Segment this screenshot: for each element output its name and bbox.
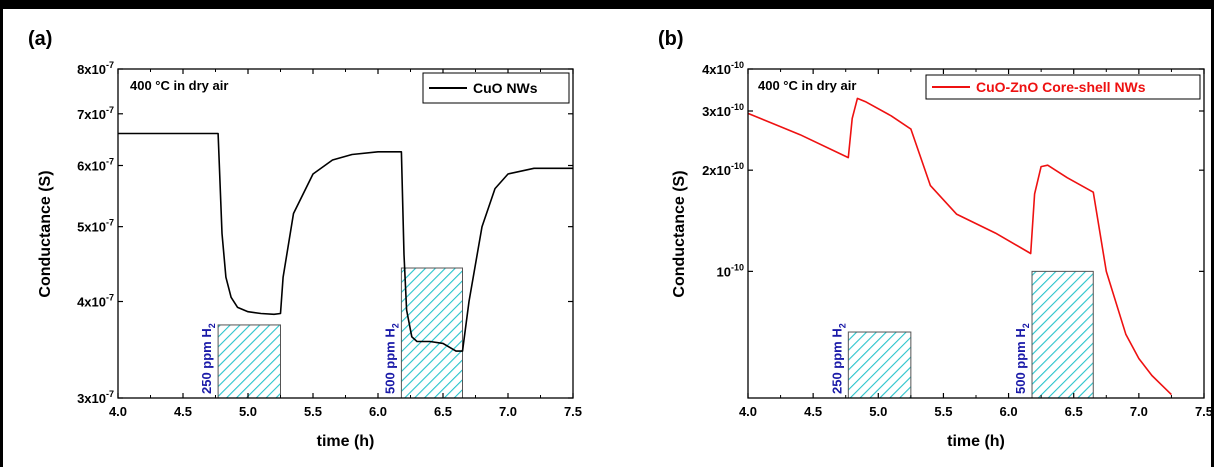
x-tick-label: 7.0 (499, 404, 517, 419)
x-tick-label: 5.0 (239, 404, 257, 419)
y-tick-exponent: -10 (731, 102, 744, 112)
panel-label: (a) (28, 28, 52, 50)
y-tick-mantissa: 8x10 (77, 62, 106, 77)
data-series-line (747, 97, 1172, 396)
h2-exposure-box (217, 324, 282, 399)
x-tick-label: 6.0 (1000, 404, 1018, 419)
h2-exposure-label: 250 ppm H2 (199, 323, 217, 394)
x-tick-label: 6.0 (369, 404, 387, 419)
x-tick-label: 4.5 (174, 404, 192, 419)
x-tick-label: 4.0 (109, 404, 127, 419)
y-tick-mantissa: 3x10 (702, 104, 731, 119)
y-tick-label: 3x10-7 (77, 389, 114, 406)
y-tick-exponent: -10 (731, 161, 744, 171)
legend-label: CuO-ZnO Core-shell NWs (976, 79, 1146, 95)
left-border (0, 0, 3, 467)
x-tick-label: 7.0 (1130, 404, 1148, 419)
y-tick-label: 4x10-10 (702, 60, 744, 77)
condition-annotation: 400 °C in dry air (130, 78, 228, 93)
y-axis-title: Conductance (S) (671, 170, 688, 297)
h2-exposure-box (1031, 270, 1094, 399)
panel-label: (b) (658, 28, 684, 50)
y-tick-label: 5x10-7 (77, 218, 114, 235)
y-tick-mantissa: 4x10 (702, 62, 731, 77)
data-series-line (118, 132, 573, 352)
y-tick-mantissa: 7x10 (77, 107, 106, 122)
h2-exposure-label: 250 ppm H2 (829, 323, 847, 394)
y-tick-exponent: -7 (106, 293, 114, 303)
legend-label: CuO NWs (473, 80, 538, 96)
right-border (1211, 0, 1214, 467)
x-tick-label: 4.5 (804, 404, 822, 419)
y-tick-label: 10-10 (717, 262, 744, 279)
x-tick-label: 5.0 (869, 404, 887, 419)
legend-box (925, 74, 1201, 100)
h2-exposure-label-text: 250 ppm H (199, 328, 214, 394)
x-axis-title: time (h) (317, 433, 375, 450)
x-tick-label: 7.5 (1195, 404, 1213, 419)
y-tick-label: 3x10-10 (702, 102, 744, 119)
y-tick-exponent: -10 (731, 262, 744, 272)
h2-exposure-box (847, 331, 912, 399)
h2-exposure-label-subscript: 2 (390, 323, 400, 328)
x-tick-label: 6.5 (434, 404, 452, 419)
h2-exposure-label-text: 500 ppm H (382, 328, 397, 394)
y-axis-title: Conductance (S) (37, 170, 54, 297)
y-tick-exponent: -10 (731, 60, 744, 70)
h2-exposure-label-subscript: 2 (207, 323, 217, 328)
y-tick-mantissa: 4x10 (77, 295, 106, 310)
y-tick-exponent: -7 (106, 389, 114, 399)
h2-exposure-label: 500 ppm H2 (1013, 323, 1031, 394)
y-tick-exponent: -7 (106, 156, 114, 166)
y-tick-mantissa: 2x10 (702, 163, 731, 178)
y-tick-exponent: -7 (106, 60, 114, 70)
y-tick-mantissa: 3x10 (77, 391, 106, 406)
y-tick-label: 4x10-7 (77, 293, 114, 310)
y-tick-exponent: -7 (106, 218, 114, 228)
condition-annotation: 400 °C in dry air (758, 78, 856, 93)
y-tick-mantissa: 6x10 (77, 158, 106, 173)
y-tick-label: 8x10-7 (77, 60, 114, 77)
x-tick-label: 4.0 (739, 404, 757, 419)
x-tick-label: 7.5 (564, 404, 582, 419)
y-tick-mantissa: 5x10 (77, 220, 106, 235)
h2-exposure-label: 500 ppm H2 (382, 323, 400, 394)
x-tick-label: 6.5 (1065, 404, 1083, 419)
y-tick-label: 7x10-7 (77, 105, 114, 122)
h2-exposure-label-text: 250 ppm H (829, 328, 844, 394)
x-axis-title: time (h) (947, 433, 1005, 450)
h2-exposure-label-text: 500 ppm H (1013, 328, 1028, 394)
y-tick-label: 6x10-7 (77, 156, 114, 173)
x-tick-label: 5.5 (304, 404, 322, 419)
top-border (0, 0, 1214, 9)
y-tick-label: 2x10-10 (702, 161, 744, 178)
h2-exposure-label-subscript: 2 (837, 323, 847, 328)
x-tick-label: 5.5 (934, 404, 952, 419)
h2-exposure-label-subscript: 2 (1021, 323, 1031, 328)
y-tick-exponent: -7 (106, 105, 114, 115)
y-tick-mantissa: 10 (717, 264, 731, 279)
